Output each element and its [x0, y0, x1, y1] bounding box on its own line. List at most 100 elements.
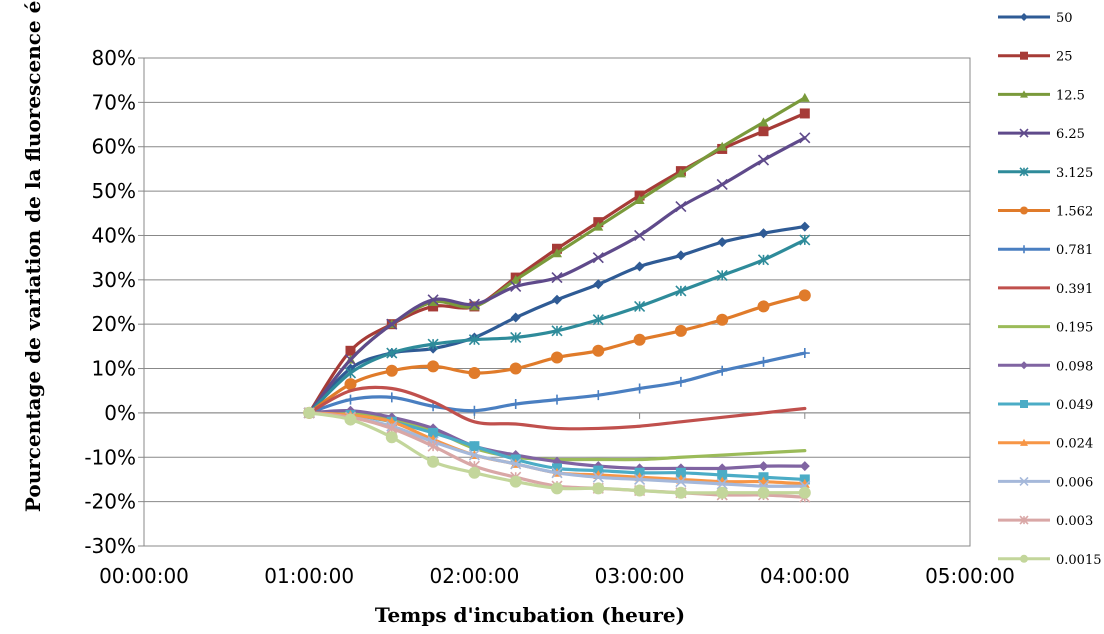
- data-point: [634, 383, 645, 394]
- plot-area: -30% -20% -10% 0% 10% 20% 30% 40% 50% 60% 70% 80% 0…: [84, 46, 1015, 588]
- gridlines: [144, 57, 970, 547]
- y-tick-label: 30%: [92, 268, 136, 292]
- legend-label: 0.003: [1056, 514, 1093, 529]
- y-tick-label: 10%: [92, 357, 136, 381]
- data-point: [592, 344, 605, 357]
- data-point: [634, 194, 645, 204]
- data-point: [510, 331, 522, 344]
- y-axis-title-group: Pourcentage de variation de la fluoresce…: [21, 0, 45, 512]
- data-point: [551, 482, 563, 495]
- data-point: [385, 364, 398, 377]
- data-point: [757, 254, 770, 266]
- data-point: [468, 366, 481, 379]
- legend-item: 0.098: [998, 359, 1093, 374]
- data-point: [633, 484, 646, 497]
- data-point: [551, 325, 563, 337]
- data-point: [592, 314, 604, 326]
- legend-item: 0.024: [998, 437, 1093, 452]
- legend-item: 1.562: [998, 205, 1093, 220]
- data-point: [552, 248, 562, 258]
- y-axis-title: Pourcentage de variation de la fluoresce…: [21, 0, 45, 512]
- legend-label: 25: [1056, 50, 1073, 65]
- legend-label: 6.25: [1056, 127, 1085, 142]
- data-point: [758, 228, 769, 239]
- x-axis-title: Temps d'incubation (heure): [375, 603, 685, 627]
- legend-item: 3.125: [998, 166, 1093, 181]
- legend-label: 0.391: [1056, 282, 1093, 297]
- data-point: [510, 458, 522, 470]
- data-point: [427, 440, 439, 452]
- data-point: [344, 367, 357, 379]
- data-point: [758, 461, 769, 472]
- legend-item: 0.781: [998, 243, 1093, 258]
- data-point: [634, 300, 646, 313]
- series-6.25: [303, 132, 811, 419]
- data-point: [386, 318, 398, 330]
- data-point: [510, 274, 521, 284]
- series-1.562: [303, 289, 811, 419]
- data-point: [799, 234, 811, 246]
- data-point: [1020, 90, 1028, 98]
- data-point: [428, 301, 439, 312]
- data-point: [675, 168, 686, 178]
- data-point: [799, 108, 810, 119]
- data-point: [428, 427, 439, 438]
- data-point: [717, 237, 728, 248]
- x-tick-label: 04:00:00: [760, 564, 850, 588]
- x-axis-ticks: 00:00:00 01:00:00 02:00:00 03:00:00 04:00:00…: [99, 412, 1015, 588]
- legend-item: 0.195: [998, 321, 1093, 336]
- legend-label: 1.562: [1056, 205, 1093, 220]
- legend-item: 50: [998, 11, 1073, 26]
- series-0.0015: [303, 406, 811, 499]
- data-point: [757, 154, 770, 166]
- data-point: [592, 471, 604, 483]
- legend-label: 0.0015: [1056, 553, 1102, 568]
- data-point: [510, 399, 521, 410]
- data-point: [509, 362, 522, 375]
- data-point: [468, 449, 480, 461]
- y-tick-label: 40%: [92, 223, 136, 247]
- data-point: [552, 294, 562, 305]
- data-point: [385, 431, 398, 444]
- data-point: [1019, 515, 1029, 525]
- data-point: [716, 269, 728, 281]
- data-point: [510, 312, 521, 323]
- data-point: [1020, 51, 1028, 60]
- data-point: [634, 473, 646, 486]
- data-point: [427, 360, 440, 373]
- data-point: [468, 334, 480, 346]
- data-point: [798, 289, 811, 302]
- data-point: [469, 405, 480, 416]
- y-tick-label: 60%: [92, 135, 136, 159]
- data-point: [593, 390, 604, 401]
- data-point: [386, 392, 397, 403]
- data-point: [716, 478, 728, 490]
- legend-item: 25: [998, 50, 1073, 65]
- data-point: [593, 221, 604, 231]
- legend-item: 0.0015: [998, 553, 1102, 568]
- x-tick-label: 00:00:00: [99, 564, 189, 588]
- legend-label: 12.5: [1056, 88, 1085, 103]
- series-0.391: [307, 385, 807, 431]
- legend-item: 0.003: [998, 514, 1093, 529]
- legend-item: 0.006: [998, 475, 1093, 490]
- y-tick-label: 70%: [92, 90, 136, 114]
- data-point: [634, 229, 646, 242]
- legend-label: 0.024: [1056, 437, 1093, 452]
- data-point: [798, 486, 811, 499]
- y-tick-label: -20%: [84, 490, 136, 514]
- legend-label: 0.195: [1056, 321, 1093, 336]
- data-point: [1019, 128, 1029, 138]
- data-point: [716, 313, 729, 326]
- data-point: [799, 221, 810, 232]
- data-point: [1020, 13, 1028, 21]
- legend-label: 50: [1056, 11, 1073, 26]
- data-point: [551, 272, 563, 284]
- data-point: [551, 351, 563, 364]
- legend-label: 0.098: [1056, 359, 1093, 374]
- data-point: [758, 126, 769, 137]
- data-point: [510, 280, 522, 293]
- data-point: [345, 345, 356, 356]
- data-point: [675, 476, 687, 488]
